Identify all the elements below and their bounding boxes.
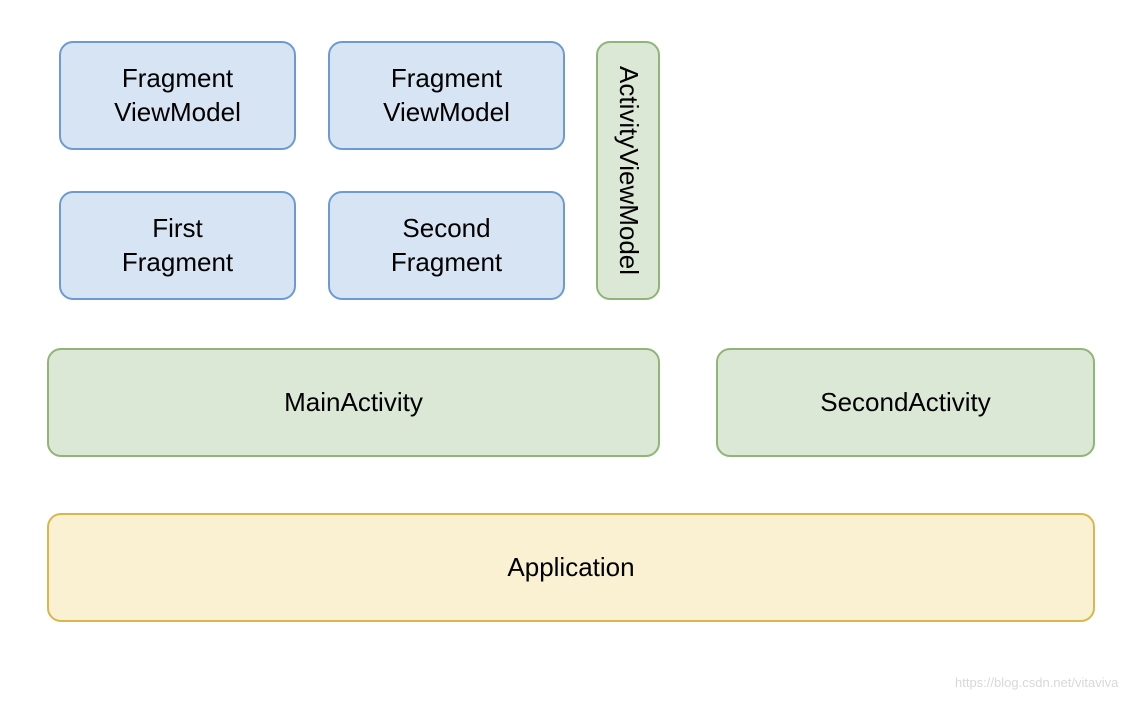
box-second-fragment: SecondFragment [328, 191, 565, 300]
box-application: Application [47, 513, 1095, 622]
box-label: ActivityViewModel [611, 66, 645, 275]
box-label: Application [507, 551, 634, 585]
box-label: FragmentViewModel [383, 62, 510, 130]
box-first-fragment: FirstFragment [59, 191, 296, 300]
box-label: FragmentViewModel [114, 62, 241, 130]
box-main-activity: MainActivity [47, 348, 660, 457]
box-label: FirstFragment [122, 212, 233, 280]
box-activity-vm: ActivityViewModel [596, 41, 660, 300]
box-fragment-vm-2: FragmentViewModel [328, 41, 565, 150]
box-label: SecondActivity [820, 386, 991, 420]
box-fragment-vm-1: FragmentViewModel [59, 41, 296, 150]
box-label: SecondFragment [391, 212, 502, 280]
watermark: https://blog.csdn.net/vitaviva [955, 675, 1118, 690]
box-label: MainActivity [284, 386, 423, 420]
box-second-activity: SecondActivity [716, 348, 1095, 457]
